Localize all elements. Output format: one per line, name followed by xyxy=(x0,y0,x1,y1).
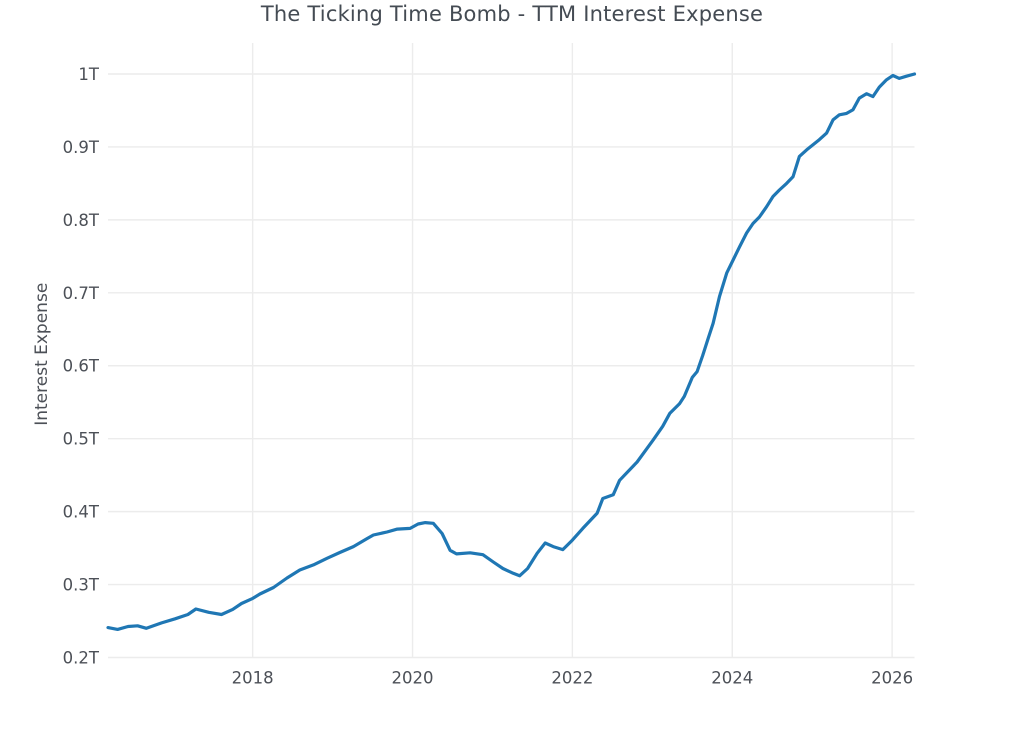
y-tick-label: 0.5T xyxy=(63,430,100,449)
x-tick-label: 2018 xyxy=(232,669,274,688)
y-tick-label: 0.8T xyxy=(63,211,100,230)
x-tick-label: 2026 xyxy=(871,669,913,688)
y-tick-label: 0.7T xyxy=(63,284,100,303)
y-tick-label: 1T xyxy=(78,65,99,84)
x-tick-label: 2024 xyxy=(711,669,753,688)
x-tick-label: 2020 xyxy=(392,669,434,688)
series-line-ttm-interest-expense[interactable] xyxy=(106,72,917,631)
y-tick-label: 0.4T xyxy=(63,503,100,522)
x-tick-label: 2022 xyxy=(551,669,593,688)
y-tick-label: 0.3T xyxy=(63,576,100,595)
y-tick-label: 0.2T xyxy=(63,649,100,668)
y-tick-label: 0.6T xyxy=(63,357,100,376)
y-axis-title: Interest Expense xyxy=(32,283,52,426)
y-tick-label: 0.9T xyxy=(63,138,100,157)
chart-title: The Ticking Time Bomb - TTM Interest Exp… xyxy=(260,2,764,26)
